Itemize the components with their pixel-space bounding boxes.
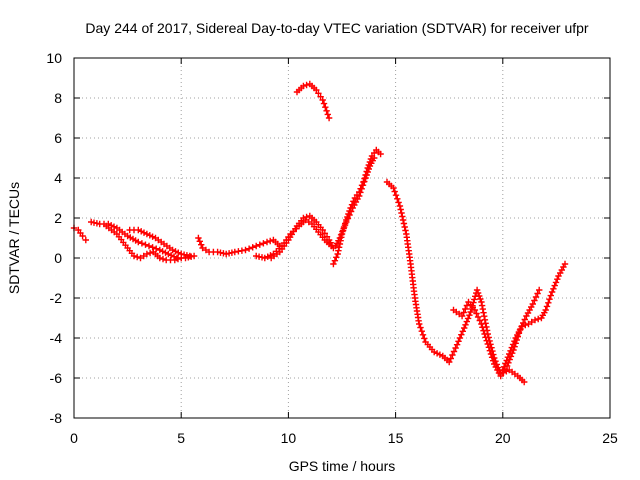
plus-marker-trail <box>253 216 335 262</box>
x-tick-label: 0 <box>70 430 78 446</box>
y-tick-label: -6 <box>50 370 63 386</box>
plot-frame <box>73 57 611 419</box>
x-tick-label: 15 <box>388 430 404 446</box>
data-series <box>70 80 569 386</box>
x-tick-label: 10 <box>281 430 297 446</box>
satellite-track-8 <box>293 80 333 122</box>
y-tick-label: -2 <box>50 290 63 306</box>
y-tick-label: 4 <box>54 170 62 186</box>
plus-marker-trail <box>450 286 543 380</box>
y-tick-label: 2 <box>54 210 62 226</box>
satellite-track-6 <box>253 216 335 262</box>
x-tick-label: 25 <box>602 430 618 446</box>
plus-marker-trail <box>293 80 333 122</box>
x-tick-label: 5 <box>177 430 185 446</box>
plus-marker-trail <box>330 146 384 268</box>
x-tick-label: 20 <box>495 430 511 446</box>
y-tick-label: -4 <box>50 330 63 346</box>
satellite-track-2 <box>88 218 198 262</box>
plus-marker-trail <box>195 234 283 258</box>
y-tick-label: 0 <box>54 250 62 266</box>
plus-marker-trail <box>88 218 198 262</box>
plus-marker-trail <box>332 154 378 250</box>
chart-title: Day 244 of 2017, Sidereal Day-to-day VTE… <box>85 20 589 36</box>
satellite-track-9 <box>330 146 384 268</box>
satellite-track-7 <box>268 212 337 262</box>
plus-marker-trail <box>268 212 337 262</box>
y-tick-label: 8 <box>54 90 62 106</box>
x-axis-label: GPS time / hours <box>289 458 396 474</box>
satellite-track-13 <box>499 260 569 374</box>
y-axis-label: SDTVAR / TECUs <box>6 182 22 294</box>
satellite-track-11 <box>383 178 528 386</box>
plus-marker-trail <box>383 178 528 386</box>
satellite-track-3 <box>103 222 185 264</box>
plus-marker-trail <box>499 260 569 374</box>
plus-marker-trail <box>103 222 185 264</box>
grid-lines <box>74 58 610 418</box>
y-tick-label: 6 <box>54 130 62 146</box>
satellite-track-10 <box>332 154 378 250</box>
y-tick-label: -8 <box>50 410 63 426</box>
y-tick-label: 10 <box>46 50 62 66</box>
satellite-track-5 <box>195 234 283 258</box>
plus-marker-trail <box>126 226 193 260</box>
satellite-track-12 <box>450 286 543 380</box>
satellite-track-4 <box>126 226 193 260</box>
